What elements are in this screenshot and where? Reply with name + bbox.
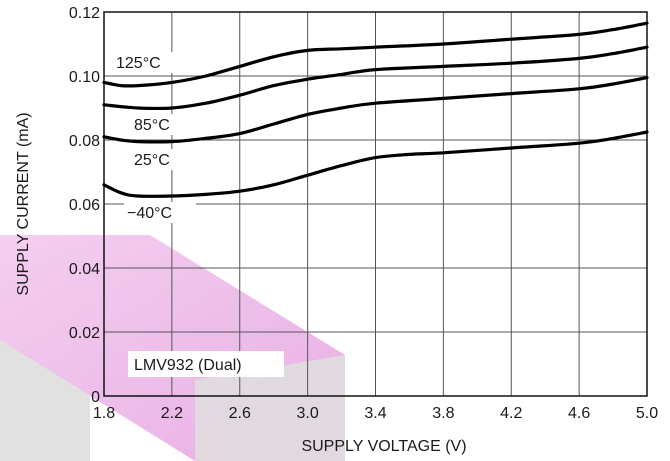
x-tick-label: 2.6 [229, 405, 251, 422]
series-25c-line [102, 76, 649, 144]
x-tick-label: 3.4 [364, 405, 386, 422]
watermark-shapes [0, 235, 345, 461]
x-axis-title: SUPPLY VOLTAGE (V) [301, 438, 466, 455]
series-label-background [131, 149, 195, 170]
x-tick-label: 4.6 [568, 405, 590, 422]
y-axis-title: SUPPLY CURRENT (mA) [15, 112, 32, 295]
series-lines [102, 21, 649, 198]
plot-frame [103, 11, 648, 397]
x-tick-label: 4.2 [500, 405, 522, 422]
x-tick-label: 1.8 [93, 405, 115, 422]
series-85c-line [102, 45, 649, 111]
y-tick-label: 0.06 [69, 197, 100, 214]
series-label-25c: 25°C [134, 152, 170, 169]
y-tick-labels: 0 0.02 0.04 0.06 0.08 0.10 0.12 [69, 5, 100, 406]
series-label-background [131, 114, 195, 135]
y-tick-label: 0.12 [69, 5, 100, 22]
series-labels: 125°C 85°C 25°C −40°C [113, 52, 196, 223]
series-label-125c: 125°C [116, 55, 161, 72]
series-125c-line [102, 21, 649, 88]
y-tick-label: 0.10 [69, 69, 100, 86]
x-tick-labels: 1.8 2.2 2.6 3.0 3.4 3.8 4.2 4.6 5.0 [93, 405, 658, 422]
x-tick-label: 3.8 [432, 405, 454, 422]
x-tick-label: 3.0 [297, 405, 319, 422]
y-tick-label: 0 [91, 389, 100, 406]
y-tick-label: 0.08 [69, 133, 100, 150]
series-label-85c: 85°C [134, 117, 170, 134]
annotation-label: LMV932 (Dual) [134, 357, 242, 374]
y-tick-label: 0.04 [69, 261, 100, 278]
series-label-minus40c: −40°C [127, 205, 172, 222]
x-tick-label: 5.0 [636, 405, 658, 422]
series-label-background [124, 202, 196, 223]
series-label-background [113, 52, 175, 73]
series-minus40c-line [102, 130, 649, 198]
annotation-box: LMV932 (Dual) [128, 351, 284, 377]
y-tick-label: 0.02 [69, 325, 100, 342]
x-tick-label: 2.2 [161, 405, 183, 422]
